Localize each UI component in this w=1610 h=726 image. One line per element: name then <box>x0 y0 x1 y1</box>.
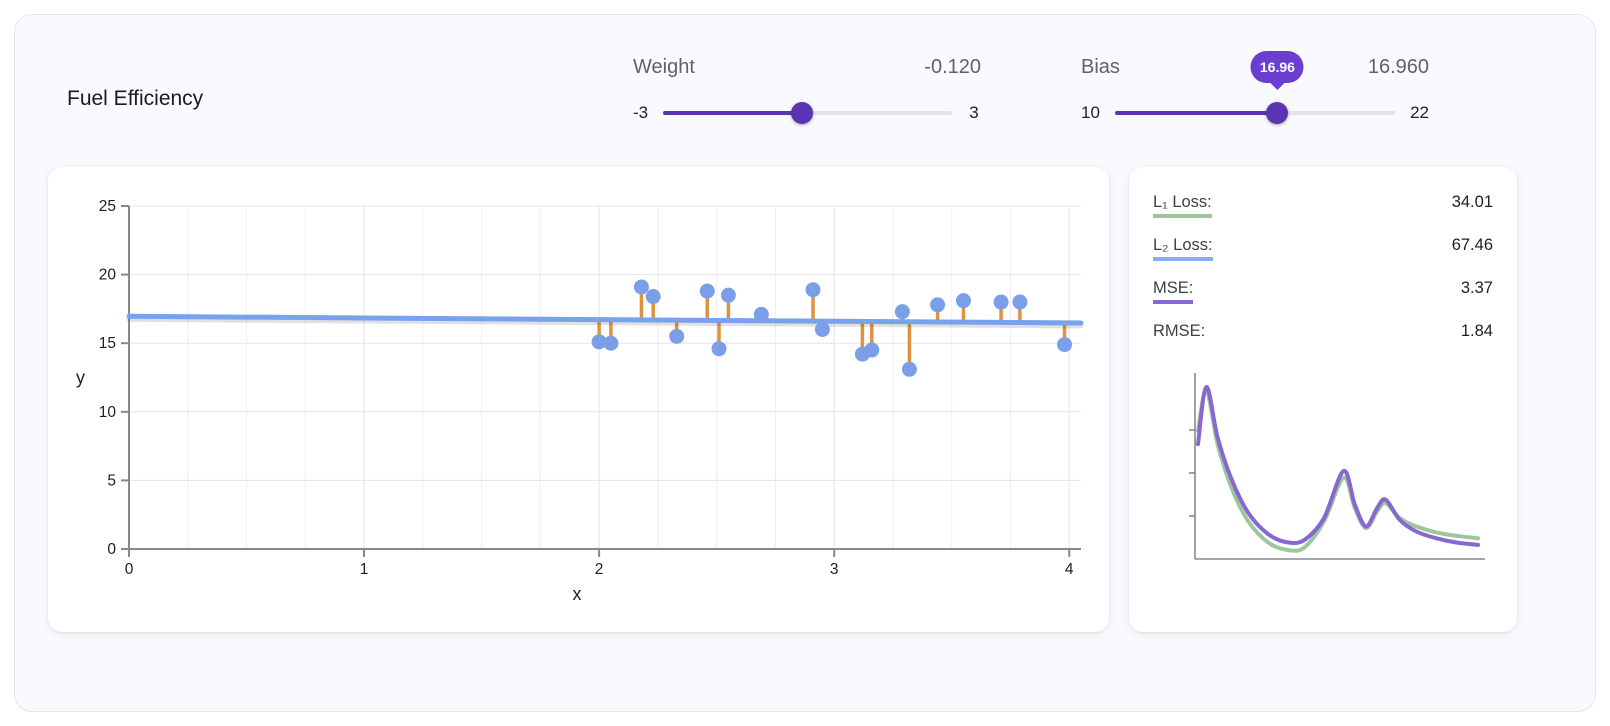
bias-control: Bias 16.960 10 16.96 22 <box>1081 51 1429 124</box>
svg-text:20: 20 <box>99 267 117 284</box>
regression-chart-panel: 0 5 10 15 20 25 0 1 2 3 4 y x <box>48 167 1109 632</box>
weight-max-label: 3 <box>969 103 979 122</box>
y-axis-label: y <box>76 368 85 388</box>
bias-value-bubble-text: 16.96 <box>1259 59 1295 75</box>
loss-axes <box>1189 373 1485 560</box>
content: 0 5 10 15 20 25 0 1 2 3 4 y x L₁ Loss: 34.01 L₂ Loss… <box>48 167 1517 632</box>
bias-slider[interactable]: 16.96 <box>1114 51 1396 124</box>
weight-slider[interactable] <box>663 102 952 124</box>
mse-label: MSE: <box>1153 279 1194 304</box>
rmse-value: 1.84 <box>1460 322 1493 340</box>
weight-control: Weight -0.120 -3 3 <box>633 55 981 124</box>
bias-slider-fill <box>1114 111 1278 115</box>
x-axis-label: x <box>573 584 582 604</box>
regression-chart: 0 5 10 15 20 25 0 1 2 3 4 y x <box>76 198 1084 604</box>
metric-row-l2-loss: L₂ Loss: 67.46 <box>1153 236 1493 265</box>
svg-text:4: 4 <box>1065 561 1074 578</box>
metric-row-rmse: RMSE: 1.84 <box>1153 322 1493 351</box>
l1-loss-label: L₁ Loss: <box>1153 193 1212 218</box>
rmse-label: RMSE: <box>1153 322 1206 340</box>
bias-min-label: 10 <box>1081 103 1100 122</box>
axis-tick-labels: 0 5 10 15 20 25 0 1 2 3 4 y x <box>76 198 1074 604</box>
bias-slider-row: 10 16.96 22 <box>1081 51 1429 124</box>
svg-text:0: 0 <box>107 541 116 558</box>
header: Fuel Efficiency Weight -0.120 -3 3 <box>15 15 1595 167</box>
scatter-points <box>591 279 1073 377</box>
svg-text:25: 25 <box>99 198 116 215</box>
grid-lines <box>129 205 1081 549</box>
bias-slider-thumb[interactable] <box>1266 102 1289 124</box>
svg-text:10: 10 <box>99 404 117 421</box>
model-line-shadow <box>126 316 1084 329</box>
weight-slider-row: -3 3 <box>633 102 981 124</box>
metric-row-mse: MSE: 3.37 <box>1153 279 1493 308</box>
weight-slider-fill <box>663 111 802 115</box>
weight-slider-thumb[interactable] <box>790 102 813 124</box>
weight-min-label: -3 <box>633 103 649 122</box>
l1-loss-value: 34.01 <box>1451 193 1493 211</box>
weight-label: Weight <box>633 56 695 78</box>
svg-text:1: 1 <box>360 561 369 578</box>
bias-value-bubble: 16.96 <box>1250 51 1304 83</box>
metric-row-l1-loss: L₁ Loss: 34.01 <box>1153 193 1493 222</box>
parameter-controls: Weight -0.120 -3 3 Bias 16.960 <box>633 51 1429 124</box>
fuel-efficiency-app-card: Fuel Efficiency Weight -0.120 -3 3 <box>14 14 1596 712</box>
l2-loss-label: L₂ Loss: <box>1153 236 1213 261</box>
svg-text:15: 15 <box>99 335 116 352</box>
svg-text:0: 0 <box>125 561 134 578</box>
weight-value: -0.120 <box>924 56 981 78</box>
mse-value: 3.37 <box>1460 279 1493 297</box>
model-line <box>126 313 1084 326</box>
loss-curve-chart <box>1189 373 1485 560</box>
axes <box>121 205 1081 557</box>
bias-max-label: 22 <box>1410 103 1429 122</box>
loss-curve-l1 <box>1196 388 1480 553</box>
svg-text:2: 2 <box>595 561 604 578</box>
bias-label: Bias <box>1081 56 1120 78</box>
l2-loss-value: 67.46 <box>1451 236 1493 254</box>
loss-curve-mse <box>1196 384 1480 547</box>
weight-control-head: Weight -0.120 <box>633 55 981 79</box>
page-title: Fuel Efficiency <box>67 87 204 110</box>
svg-text:3: 3 <box>830 561 839 578</box>
bias-control-head: Bias 16.960 <box>1081 55 1429 79</box>
bias-value: 16.960 <box>1367 56 1429 78</box>
svg-text:5: 5 <box>107 472 116 489</box>
loss-metrics-panel: L₁ Loss: 34.01 L₂ Loss: 67.46 MSE: 3.37 … <box>1129 167 1517 632</box>
